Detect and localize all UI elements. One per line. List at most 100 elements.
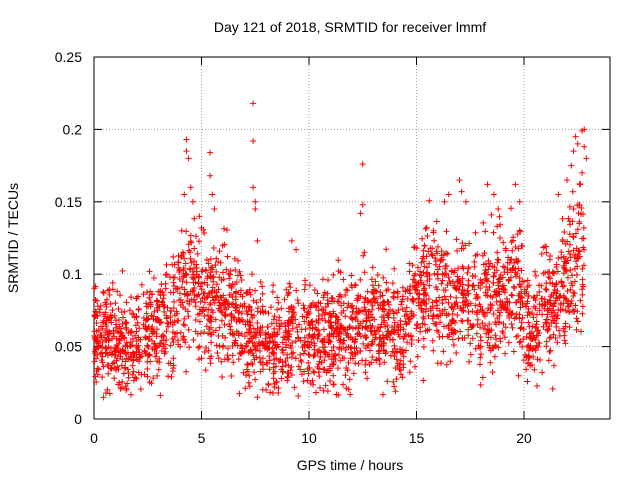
data-point xyxy=(362,344,369,351)
data-point xyxy=(218,294,225,301)
x-axis-label: GPS time / hours xyxy=(297,457,404,473)
data-point xyxy=(420,344,427,351)
data-point xyxy=(564,303,571,310)
data-point xyxy=(581,143,588,150)
data-point xyxy=(419,235,426,242)
data-point xyxy=(567,300,574,307)
data-point xyxy=(226,275,233,282)
data-point xyxy=(334,365,341,372)
data-point xyxy=(473,311,480,318)
data-point xyxy=(249,314,256,321)
data-point xyxy=(391,265,398,272)
data-point xyxy=(103,344,110,351)
data-point xyxy=(526,282,533,289)
data-point xyxy=(487,260,494,267)
data-point xyxy=(550,270,557,277)
data-point xyxy=(205,306,212,313)
data-point xyxy=(215,355,222,362)
data-point xyxy=(219,309,226,316)
data-point xyxy=(214,349,221,356)
data-point xyxy=(437,257,444,264)
data-point xyxy=(201,329,208,336)
data-point xyxy=(397,371,404,378)
data-point xyxy=(315,327,322,334)
data-point xyxy=(494,259,501,266)
data-point xyxy=(323,369,330,376)
data-point xyxy=(150,313,157,320)
data-point xyxy=(469,283,476,290)
data-point xyxy=(286,280,293,287)
data-point xyxy=(428,250,435,257)
data-point xyxy=(438,252,445,259)
data-point xyxy=(429,337,436,344)
data-point xyxy=(350,305,357,312)
data-point xyxy=(414,321,421,328)
data-point xyxy=(493,289,500,296)
data-point xyxy=(579,303,586,310)
data-point xyxy=(396,346,403,353)
data-point xyxy=(421,263,428,270)
data-point xyxy=(357,210,364,217)
data-point xyxy=(474,308,481,315)
data-point xyxy=(134,344,141,351)
data-point xyxy=(515,257,522,264)
data-point xyxy=(394,290,401,297)
data-point xyxy=(136,354,143,361)
data-point xyxy=(271,368,278,375)
data-point xyxy=(138,281,145,288)
data-point xyxy=(544,311,551,318)
data-point xyxy=(410,312,417,319)
data-point xyxy=(288,237,295,244)
data-point xyxy=(521,286,528,293)
data-point xyxy=(509,292,516,299)
data-point xyxy=(261,345,268,352)
data-point xyxy=(524,277,531,284)
data-point xyxy=(556,327,563,334)
data-point xyxy=(229,293,236,300)
data-point xyxy=(549,313,556,320)
data-point xyxy=(250,137,257,144)
data-point xyxy=(232,266,239,273)
data-point xyxy=(552,334,559,341)
data-point xyxy=(377,335,384,342)
data-point xyxy=(94,371,101,378)
data-point xyxy=(305,359,312,366)
data-point xyxy=(215,305,222,312)
data-point xyxy=(469,323,476,330)
data-point xyxy=(394,327,401,334)
data-point xyxy=(253,299,260,306)
data-point xyxy=(288,350,295,357)
data-point xyxy=(119,346,126,353)
data-point xyxy=(286,331,293,338)
data-point xyxy=(529,323,536,330)
data-point xyxy=(210,273,217,280)
data-point xyxy=(430,227,437,234)
data-point xyxy=(429,299,436,306)
data-point xyxy=(390,378,397,385)
data-point xyxy=(482,267,489,274)
data-point xyxy=(311,369,318,376)
data-point xyxy=(421,242,428,249)
data-point xyxy=(381,359,388,366)
data-point xyxy=(259,361,266,368)
data-point xyxy=(245,379,252,386)
data-point xyxy=(370,296,377,303)
data-point xyxy=(541,296,548,303)
data-point xyxy=(465,265,472,272)
data-point xyxy=(183,148,190,155)
data-point xyxy=(547,252,554,259)
data-point xyxy=(285,362,292,369)
data-point xyxy=(321,348,328,355)
data-point xyxy=(459,318,466,325)
data-point xyxy=(352,316,359,323)
data-point xyxy=(335,257,342,264)
data-point xyxy=(367,347,374,354)
data-point xyxy=(146,268,153,275)
data-point xyxy=(231,314,238,321)
data-point xyxy=(102,329,109,336)
data-point xyxy=(551,300,558,307)
data-point xyxy=(365,342,372,349)
data-point xyxy=(536,288,543,295)
data-point xyxy=(508,311,515,318)
data-point xyxy=(182,339,189,346)
